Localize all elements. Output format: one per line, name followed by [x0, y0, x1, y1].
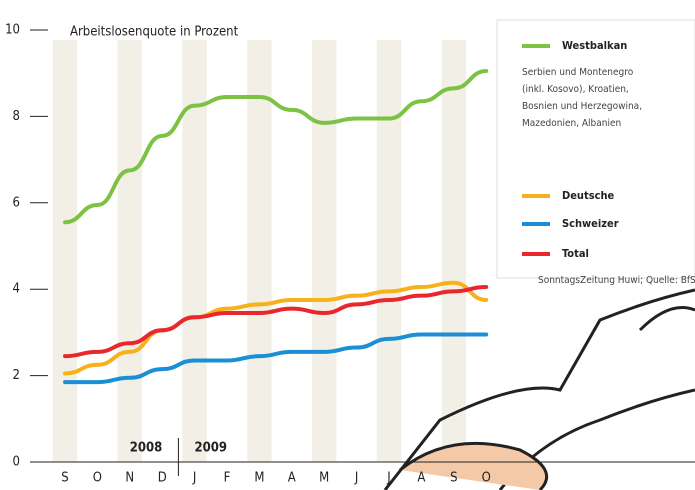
legend-label: Westbalkan: [562, 39, 627, 52]
month-stripe: [312, 40, 336, 462]
x-tick-label: J: [354, 471, 358, 486]
y-tick-label: 4: [13, 282, 20, 297]
chart-title: Arbeitslosenquote in Prozent: [70, 25, 239, 40]
x-tick-label: O: [482, 471, 491, 486]
x-tick-label: A: [288, 471, 296, 486]
month-stripe: [118, 40, 142, 462]
x-tick-label: N: [125, 471, 134, 486]
legend-label: Deutsche: [562, 189, 615, 202]
year-label: 2009: [195, 441, 228, 456]
month-stripe: [53, 40, 77, 462]
legend-box: [497, 20, 695, 278]
month-stripe: [442, 40, 466, 462]
x-tick-label: A: [417, 471, 425, 486]
x-tick-label: S: [61, 471, 68, 486]
x-tick-label: J: [192, 471, 196, 486]
y-tick-label: 6: [13, 195, 20, 210]
illustration: [385, 290, 695, 490]
background: [53, 40, 466, 462]
x-tick-label: J: [386, 471, 390, 486]
x-tick-label: M: [319, 471, 329, 486]
chart: Arbeitslosenquote in Prozent SonntagsZei…: [0, 0, 695, 490]
y-tick-label: 2: [13, 368, 20, 383]
y-tick-label: 10: [5, 23, 20, 38]
x-tick-label: D: [158, 471, 167, 486]
legend-note: Mazedonien, Albanien: [522, 118, 621, 129]
legend-note: Serbien und Montenegro: [522, 67, 634, 78]
legend-note: Bosnien und Herzegowina,: [522, 101, 642, 112]
x-tick-label: M: [254, 471, 264, 486]
month-stripe: [377, 40, 401, 462]
legend-note: (inkl. Kosovo), Kroatien,: [522, 84, 629, 95]
legend-label: Schweizer: [562, 217, 619, 230]
y-tick-label: 0: [13, 455, 20, 470]
x-tick-label: S: [450, 471, 457, 486]
x-tick-label: O: [93, 471, 102, 486]
source: SonntagsZeitung Huwi; Quelle: BfS: [538, 275, 695, 286]
year-label: 2008: [130, 441, 163, 456]
x-tick-label: F: [224, 471, 231, 486]
page: Arbeitslosenquote in Prozent SonntagsZei…: [0, 0, 695, 490]
legend-label: Total: [562, 247, 589, 260]
month-stripe: [247, 40, 271, 462]
y-tick-label: 8: [13, 109, 20, 124]
